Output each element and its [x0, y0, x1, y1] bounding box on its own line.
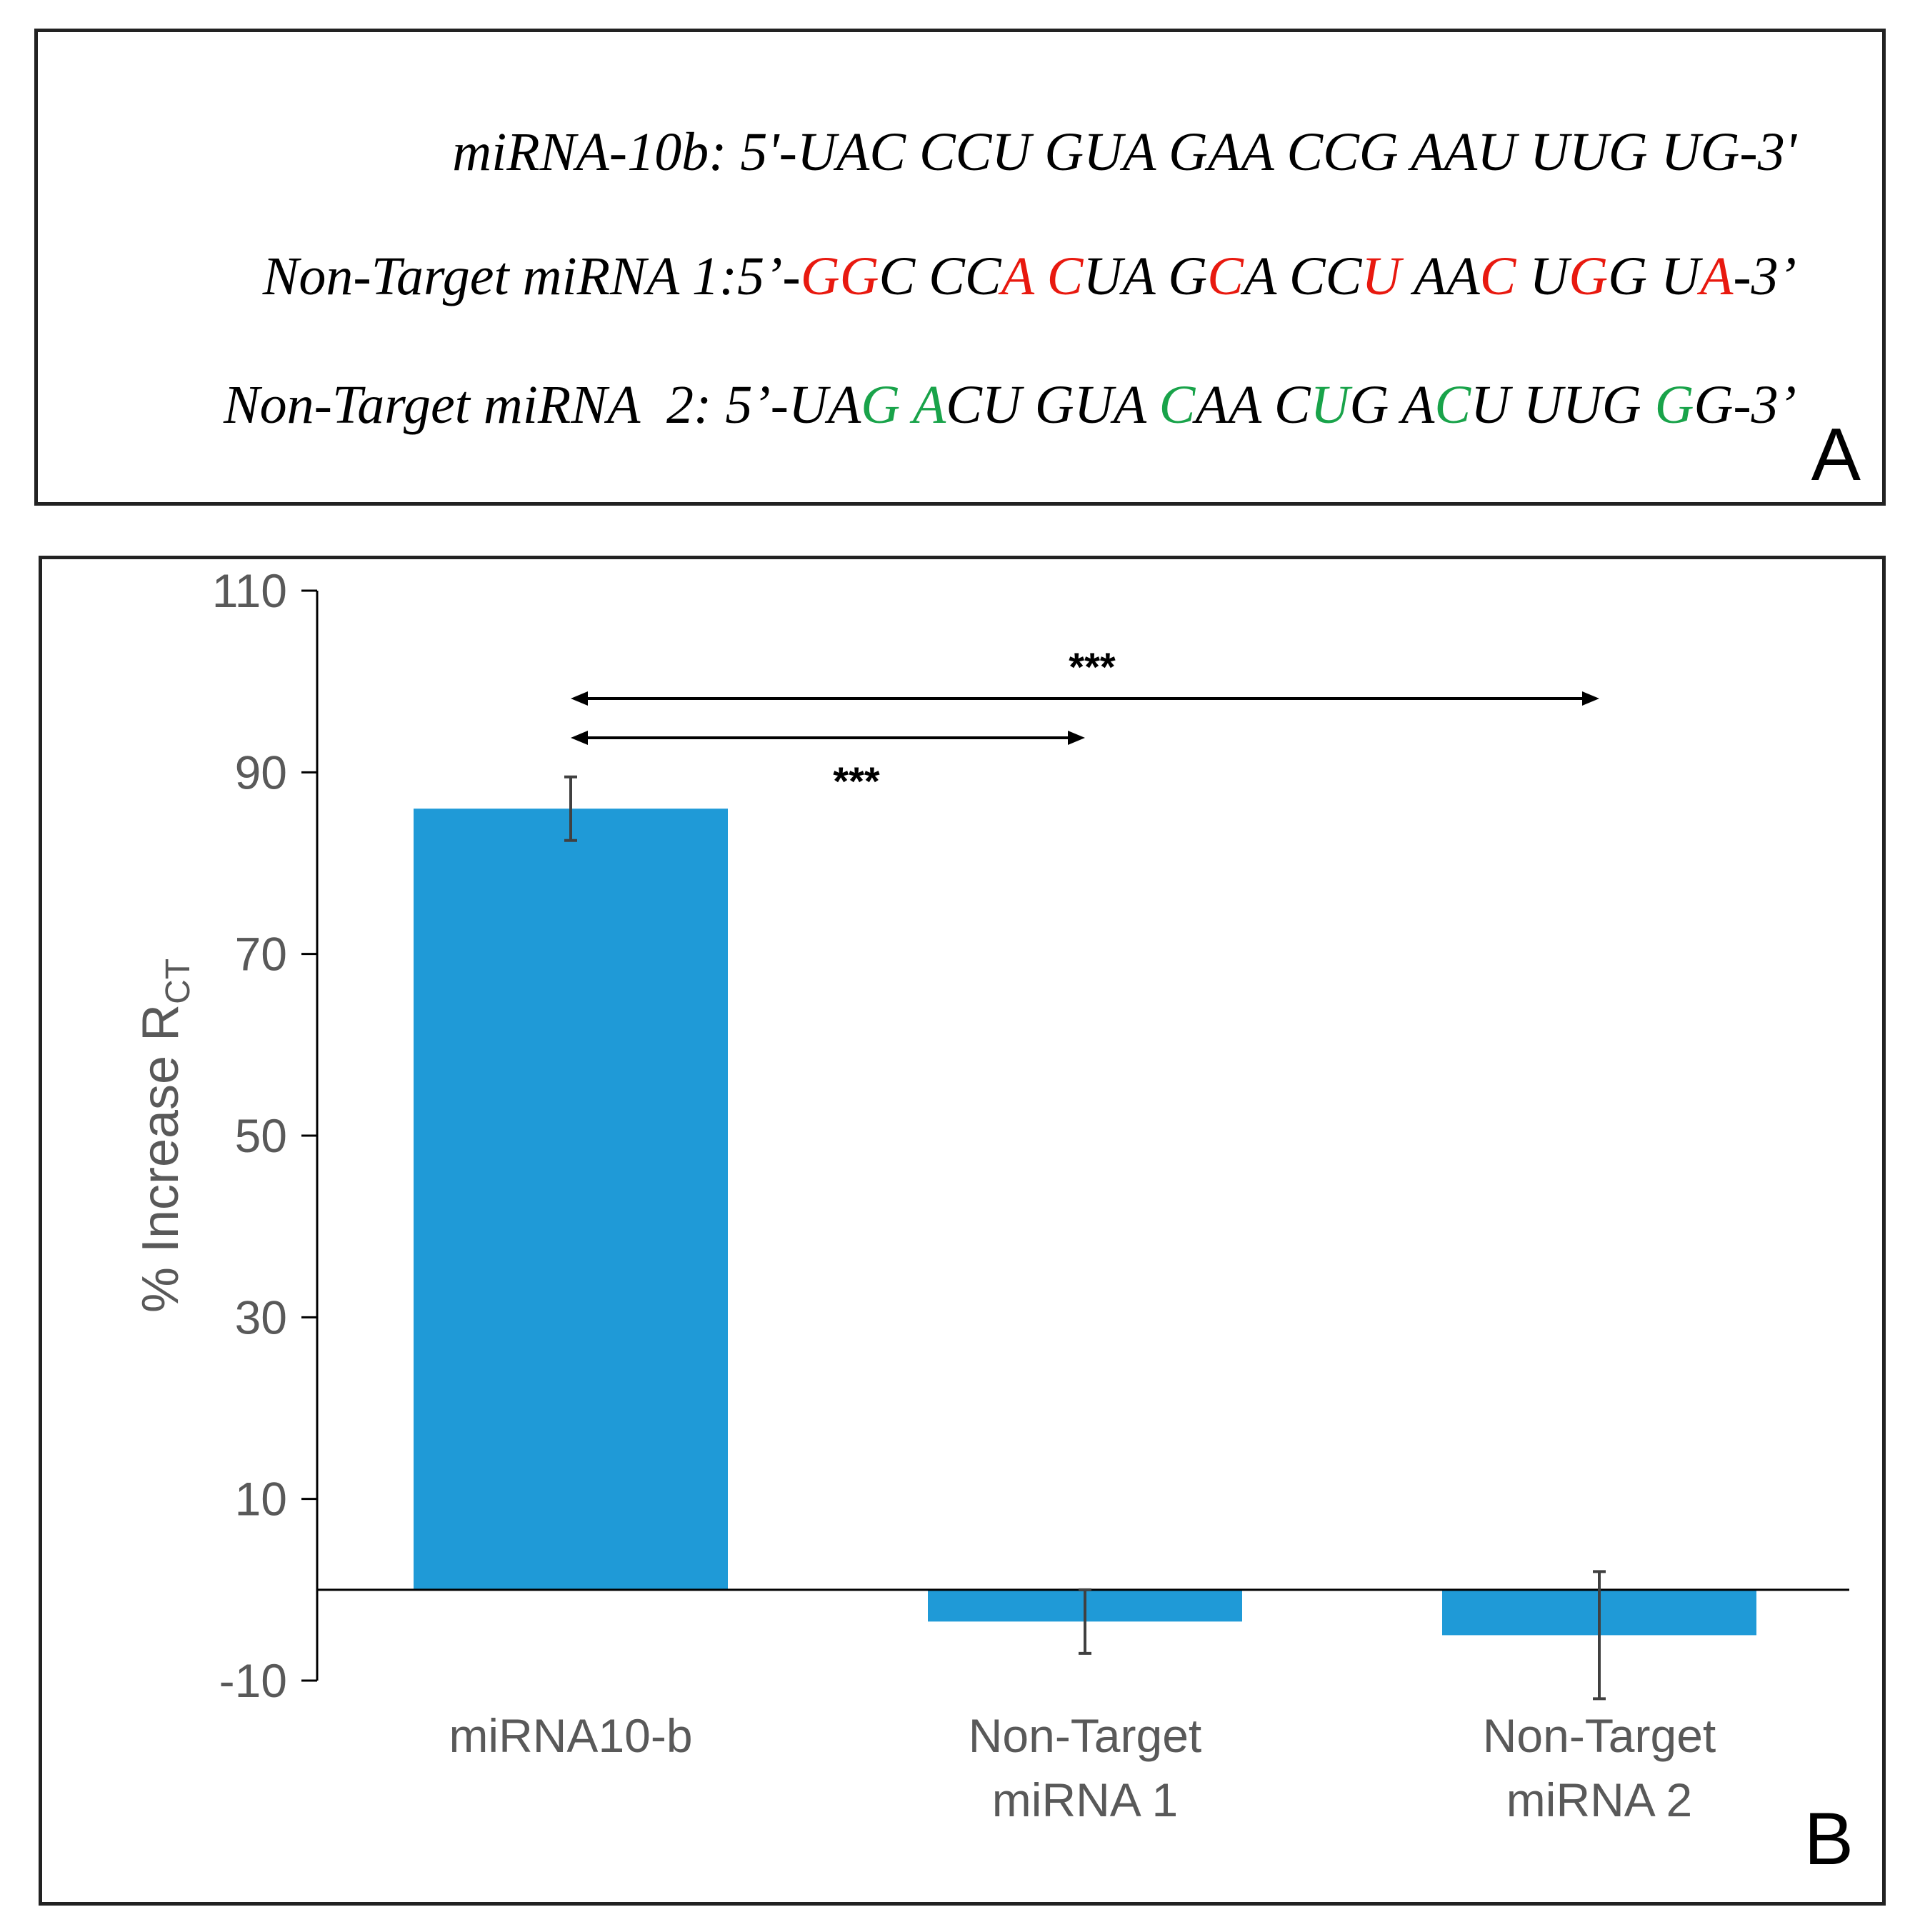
sequence-segment: U	[1361, 246, 1401, 306]
sequence-segment: G A	[1349, 375, 1435, 435]
sequence-segment: C	[1479, 246, 1516, 306]
sequence-segment: UA G	[1083, 246, 1208, 306]
x-category-label: Non-Target	[1483, 1709, 1716, 1762]
sequence-segment: U	[1310, 375, 1350, 435]
sequence-segment: G	[1569, 246, 1609, 306]
sequence-non-target-2: Non-Target miRNA 2: 5’-UAG ACU GUA CAA C…	[224, 378, 1796, 432]
sequence-segment: G-3’	[1694, 375, 1796, 435]
sequence-segment: C	[1207, 246, 1244, 306]
y-tick-label: -10	[219, 1654, 287, 1707]
y-tick-label: 70	[235, 928, 287, 981]
x-category-label: miRNA 2	[1506, 1773, 1692, 1826]
sequence-segment: G	[1654, 375, 1694, 435]
sequence-segment: Non-Target miRNA 1:5’-	[262, 246, 801, 306]
sequence-segment: AA C	[1195, 375, 1311, 435]
sequence-segment: A CC	[1243, 246, 1362, 306]
y-axis-title: % Increase RCT	[132, 959, 197, 1313]
sequence-segment	[900, 375, 913, 435]
sequence-segment: A	[1001, 246, 1034, 306]
significance-arrow-head-right	[1582, 691, 1599, 706]
y-tick-label: 10	[235, 1473, 287, 1526]
y-tick-label: 90	[235, 746, 287, 799]
significance-arrow-head-left	[571, 691, 588, 706]
sequence-segment: -3’	[1733, 246, 1796, 306]
x-category-label: miRNA10-b	[449, 1709, 692, 1762]
sequence-segment	[1034, 246, 1047, 306]
sequence-segment: C	[1159, 375, 1196, 435]
y-tick-label: 110	[212, 564, 287, 617]
bar	[414, 809, 728, 1590]
x-category-label: miRNA 1	[992, 1773, 1178, 1826]
significance-arrow-head-right	[1068, 731, 1085, 745]
y-axis-title-subscript: CT	[159, 959, 197, 1004]
panel-a-label: A	[1811, 414, 1861, 496]
significance-label: ***	[833, 759, 880, 804]
sequence-segment: A	[912, 375, 946, 435]
panel-b: 110 90 70 50 30 10 -10 miRNA10-b Non-Target miRNA…	[39, 556, 1886, 1906]
sequence-mirna-10b: miRNA-10b: 5'-UAC CCU GUA GAA CCG AAU UU…	[452, 125, 1796, 179]
x-category-label: Non-Target	[969, 1709, 1202, 1762]
sequence-segment: G U	[1608, 246, 1700, 306]
sequence-segment: CU GUA	[946, 375, 1159, 435]
bar-chart: 110 90 70 50 30 10 -10 miRNA10-b Non-Target miRNA…	[132, 564, 1849, 1826]
sequence-segment: miRNA-10b: 5'-UAC CCU GUA GAA CCG AAU UU…	[452, 122, 1796, 182]
significance-label: ***	[1069, 644, 1116, 689]
sequence-segment: C	[1434, 375, 1471, 435]
y-tick-label: 50	[235, 1109, 287, 1162]
sequence-segment: U UUG	[1471, 375, 1655, 435]
sequence-non-target-1: Non-Target miRNA 1:5’-GGC CCA CUA GCA CC…	[263, 249, 1796, 304]
sequence-segment: U	[1516, 246, 1569, 306]
sequence-segment: GG	[800, 246, 879, 306]
sequence-segment: A	[1699, 246, 1734, 306]
y-axis-title-main: % Increase R	[132, 1004, 189, 1313]
significance-arrow-head-left	[571, 731, 588, 745]
sequence-segment: C CC	[879, 246, 1001, 306]
y-tick-label: 30	[235, 1291, 287, 1343]
sequence-segment: Non-Target miRNA 2: 5’-UA	[223, 375, 861, 435]
sequence-segment: AA	[1401, 246, 1480, 306]
sequence-segment: C	[1046, 246, 1084, 306]
sequence-segment: G	[861, 375, 901, 435]
panel-a: miRNA-10b: 5'-UAC CCU GUA GAA CCG AAU UU…	[34, 29, 1886, 506]
panel-b-label: B	[1804, 1798, 1854, 1881]
